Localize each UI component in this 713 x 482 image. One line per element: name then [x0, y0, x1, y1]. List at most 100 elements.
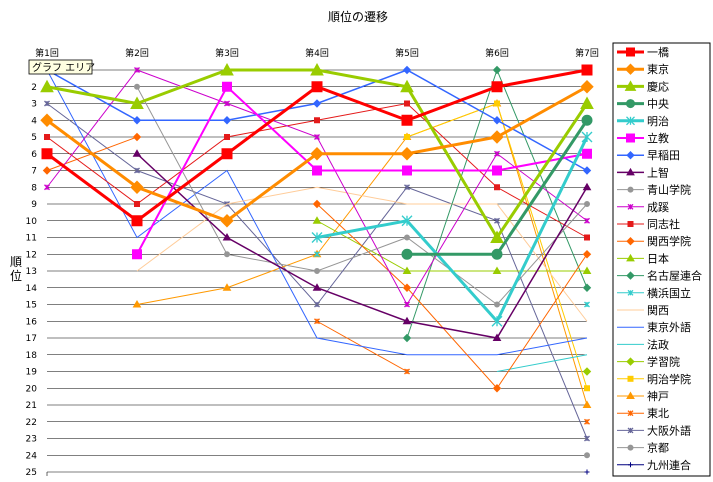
y-tick-label: 16	[26, 317, 38, 327]
legend-label: 横浜国立	[647, 286, 691, 300]
data-point	[310, 147, 324, 161]
y-tick-label: 11	[26, 234, 37, 244]
data-point	[628, 462, 633, 468]
data-point	[626, 253, 635, 262]
data-point	[494, 301, 500, 308]
legend-label: 九州連合	[647, 458, 691, 472]
y-tick-label: 19	[26, 368, 38, 378]
data-point	[626, 150, 635, 160]
legend-label: 関西	[647, 304, 669, 317]
series-11	[44, 100, 590, 241]
data-point	[134, 201, 140, 207]
data-point	[222, 116, 232, 125]
data-point	[401, 215, 413, 227]
legend-item: 学習院	[617, 355, 680, 369]
data-point	[627, 221, 634, 227]
data-point	[401, 114, 413, 126]
data-point	[131, 215, 143, 227]
legend-label: 立教	[647, 131, 669, 145]
data-point	[44, 184, 50, 191]
legend-item: 中央	[617, 98, 669, 111]
legend-label: 東京外語	[647, 320, 691, 334]
series-12	[42, 132, 592, 393]
series-18	[496, 354, 588, 372]
legend-item: 神戸	[617, 389, 669, 403]
y-tick-label: 4	[31, 116, 37, 126]
data-point	[584, 301, 590, 308]
y-tick-label: 22	[26, 418, 37, 428]
data-point	[626, 391, 635, 399]
legend-item: 日本	[617, 251, 669, 265]
series-line	[496, 354, 588, 372]
y-tick-label: 3	[31, 100, 37, 110]
x-tick-label: 第4回	[305, 47, 329, 59]
data-point	[584, 469, 590, 475]
data-point	[490, 230, 504, 243]
data-point	[626, 236, 635, 246]
data-point	[491, 248, 503, 260]
y-tick-label: 13	[26, 267, 37, 277]
data-point	[130, 96, 144, 109]
x-tick-labels: 第1回 第2回 第3回 第4回 第5回 第6回 第7回	[35, 47, 599, 59]
legend-label: 東京	[647, 62, 669, 76]
legend-item: 名古屋連合	[617, 269, 702, 283]
data-point	[41, 148, 53, 160]
series-15	[314, 251, 590, 308]
y-tick-label: 15	[26, 301, 37, 311]
series-line	[136, 153, 588, 339]
data-point	[492, 333, 502, 341]
legend-item: 横浜国立	[617, 286, 691, 300]
data-point	[312, 199, 322, 209]
series-8	[132, 149, 592, 341]
series-17	[46, 69, 588, 356]
series-line	[136, 85, 588, 255]
data-point	[224, 100, 230, 107]
y-tick-label: 2	[31, 83, 37, 93]
legend-item: 東北	[617, 407, 669, 420]
x-tick-label: 第7回	[575, 47, 599, 59]
y-tick-label: 10	[26, 217, 38, 227]
legend-label: 関西学院	[647, 234, 691, 248]
data-point	[492, 116, 502, 125]
series-3	[40, 62, 594, 243]
legend-item: 青山学院	[617, 183, 691, 197]
data-point	[314, 301, 320, 308]
series-5	[311, 131, 593, 327]
legend-label: 中央	[647, 98, 669, 111]
legend-label: 名古屋連合	[647, 269, 702, 283]
y-tick-label: 12	[26, 250, 37, 260]
data-point	[314, 251, 320, 258]
legend-item: 関西	[617, 304, 669, 317]
data-point	[314, 117, 320, 124]
data-point	[627, 444, 634, 451]
data-point	[582, 182, 592, 191]
legend-label: 京都	[647, 441, 669, 455]
legend-item: 成蹊	[617, 201, 669, 214]
legend-item: 早稲田	[617, 149, 680, 162]
chart-title: 順位の遷移	[328, 9, 388, 24]
legend-item: 東京外語	[617, 320, 691, 334]
data-point	[494, 184, 500, 191]
data-point	[40, 113, 54, 127]
data-point	[222, 283, 232, 291]
data-point	[626, 271, 635, 280]
y-tick-label: 25	[26, 468, 37, 478]
series-25	[584, 469, 590, 475]
legend-label: 慶応	[647, 79, 669, 93]
data-point	[311, 81, 323, 93]
data-point	[584, 385, 590, 392]
y-tick-label: 24	[26, 451, 38, 461]
legend-item: 明治学院	[617, 372, 691, 386]
data-point	[404, 301, 410, 308]
data-point	[312, 99, 322, 108]
data-point	[311, 232, 323, 243]
series-10	[44, 67, 590, 308]
data-point	[404, 368, 410, 375]
data-point	[581, 131, 593, 143]
y-tick-labels: 1234567891011121314151617181920212223242…	[26, 66, 38, 478]
data-point	[626, 357, 635, 366]
data-point	[491, 81, 503, 93]
legend-label: 神戸	[647, 389, 669, 403]
data-point	[490, 130, 504, 144]
